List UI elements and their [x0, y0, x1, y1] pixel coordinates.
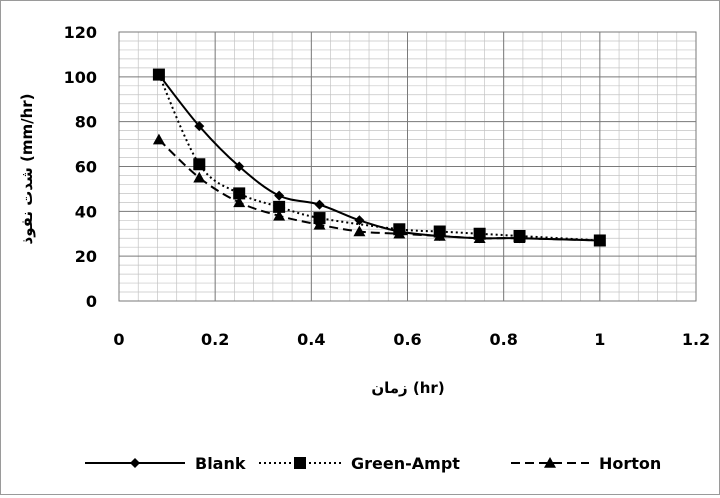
y-tick-label: 40	[75, 202, 97, 221]
x-tick-label: 0.6	[393, 330, 421, 349]
data-point-horton	[233, 196, 246, 208]
y-tick-label: 0	[86, 292, 97, 311]
data-point-green-ampt	[233, 187, 246, 200]
data-point-blank	[234, 161, 245, 172]
data-point-horton	[593, 234, 606, 246]
data-point-green-ampt	[193, 158, 206, 171]
y-tick-label: 100	[64, 68, 97, 87]
tick-labels: 0 0.2 0.4 0.6 0.8 1 1.2 0 20 40 60 80 100 120	[64, 23, 711, 349]
y-axis-title: شدت نفوذ (mm/hr)	[18, 94, 36, 245]
data-point-horton	[193, 171, 206, 183]
data-point-horton	[513, 232, 526, 244]
grid	[118, 31, 697, 302]
data-point-horton	[393, 227, 406, 239]
x-axis-title: زمان (hr)	[371, 379, 444, 397]
legend-marker-horton	[544, 457, 556, 468]
y-tick-label: 80	[75, 113, 97, 132]
data-point-horton	[152, 133, 165, 145]
legend-marker-green-ampt	[294, 457, 306, 469]
x-tick-label: 0.4	[297, 330, 325, 349]
data-point-green-ampt	[273, 200, 286, 213]
legend-item-horton: Horton	[511, 454, 661, 473]
legend-label-green-ampt: Green-Ampt	[351, 454, 460, 473]
legend-marker-blank	[130, 458, 140, 468]
series-horton	[152, 133, 606, 246]
legend-item-blank: Blank	[85, 454, 246, 473]
x-tick-label: 1.2	[682, 330, 710, 349]
data-point-green-ampt	[313, 212, 326, 225]
data-point-horton	[313, 218, 326, 230]
data-point-horton	[433, 229, 446, 241]
y-tick-label: 120	[64, 23, 97, 42]
legend-label-horton: Horton	[599, 454, 661, 473]
x-tick-label: 0.2	[201, 330, 229, 349]
y-tick-label: 60	[75, 158, 97, 177]
data-point-horton	[473, 232, 486, 244]
legend-item-green-ampt: Green-Ampt	[259, 454, 460, 473]
data-point-green-ampt	[152, 68, 165, 81]
data-point-horton	[353, 225, 366, 237]
x-tick-label: 1	[594, 330, 605, 349]
x-tick-label: 0	[113, 330, 124, 349]
series-layer	[152, 68, 606, 247]
y-tick-label: 20	[75, 247, 97, 266]
legend-label-blank: Blank	[195, 454, 246, 473]
axes	[118, 31, 697, 302]
data-point-blank	[194, 121, 205, 132]
data-point-blank	[274, 190, 285, 201]
data-point-blank	[354, 215, 365, 226]
data-point-blank	[314, 199, 325, 210]
data-point-horton	[273, 209, 286, 221]
x-tick-label: 0.8	[489, 330, 517, 349]
legend: Blank Green-Ampt Horton	[85, 454, 661, 473]
plot-area-border	[118, 31, 697, 302]
